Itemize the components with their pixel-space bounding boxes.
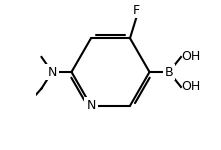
Text: OH: OH xyxy=(182,51,201,63)
Text: OH: OH xyxy=(182,81,201,93)
Text: N: N xyxy=(86,99,96,112)
Text: B: B xyxy=(165,66,173,78)
Text: F: F xyxy=(132,4,140,17)
Text: N: N xyxy=(47,66,57,78)
